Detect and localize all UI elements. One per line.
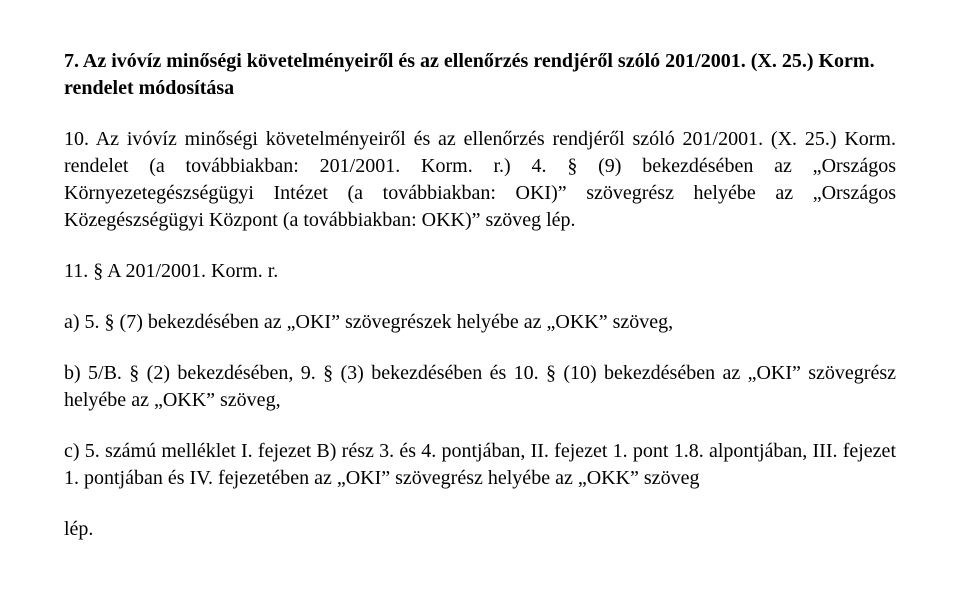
paragraph-a: a) 5. § (7) bekezdésében az „OKI” szöveg… xyxy=(64,309,896,336)
section-title: 7. Az ivóvíz minőségi követelményeiről é… xyxy=(64,48,896,102)
paragraph-b: b) 5/B. § (2) bekezdésében, 9. § (3) bek… xyxy=(64,360,896,414)
paragraph-10: 10. Az ivóvíz minőségi követelményeiről … xyxy=(64,126,896,234)
paragraph-11: 11. § A 201/2001. Korm. r. xyxy=(64,258,896,285)
paragraph-c: c) 5. számú melléklet I. fejezet B) rész… xyxy=(64,438,896,492)
paragraph-lep: lép. xyxy=(64,516,896,543)
